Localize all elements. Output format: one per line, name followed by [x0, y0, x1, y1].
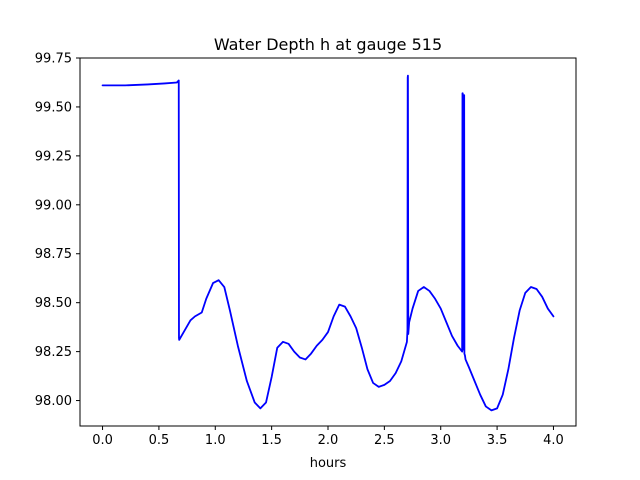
y-tick-label: 98.25: [35, 345, 72, 360]
x-tick-label: 2.5: [374, 433, 395, 448]
y-tick-label: 99.75: [35, 52, 72, 67]
x-tick-label: 2.0: [318, 433, 339, 448]
series-line-0: [101, 74, 555, 412]
x-tick-label: 0.0: [92, 433, 113, 448]
chart-title: Water Depth h at gauge 515: [214, 35, 442, 54]
y-tick-label: 98.75: [35, 247, 72, 262]
x-tick-label: 3.0: [430, 433, 451, 448]
x-tick-label: 1.5: [261, 433, 282, 448]
x-tick-label: 0.5: [149, 433, 170, 448]
plot-area: 0.0 0.5 1.0 1.5 2.0 2.5 3.0 3.5 4.0 98.00 98.25 98.…: [35, 52, 577, 448]
x-tick-label: 1.0: [205, 433, 226, 448]
y-tick-label: 99.50: [35, 100, 72, 115]
y-tick-label: 99.25: [35, 149, 72, 164]
y-tick-label: 98.00: [35, 394, 72, 409]
x-tick-label: 4.0: [543, 433, 564, 448]
x-axis-label: hours: [310, 456, 347, 471]
y-tick-label: 99.00: [35, 198, 72, 213]
y-tick-label: 98.50: [35, 296, 72, 311]
x-tick-label: 3.5: [487, 433, 508, 448]
